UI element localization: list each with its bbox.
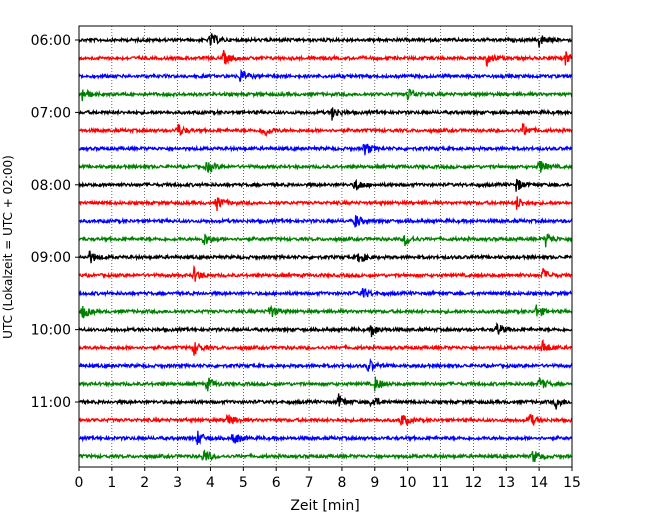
trace-row-11 — [78, 232, 573, 248]
trace-row-18 — [78, 357, 573, 373]
trace-row-4 — [78, 107, 573, 121]
y-tick-label: 08:00 — [31, 178, 71, 194]
x-tick-label: 2 — [140, 475, 149, 491]
x-tick-label: 3 — [173, 475, 182, 491]
trace-row-19 — [78, 376, 573, 392]
x-tick-label: 8 — [337, 475, 346, 491]
trace-row-15 — [78, 304, 573, 319]
trace-row-17 — [78, 339, 573, 356]
trace-row-3 — [78, 88, 573, 102]
trace-row-0 — [78, 33, 573, 48]
trace-row-7 — [78, 160, 573, 173]
trace-row-9 — [78, 196, 573, 212]
x-tick-label: 6 — [272, 475, 281, 491]
trace-row-5 — [78, 123, 573, 138]
trace-row-14 — [78, 287, 573, 298]
plot-frame — [78, 25, 573, 468]
trace-row-23 — [78, 449, 573, 463]
trace-row-16 — [78, 322, 573, 338]
y-axis-label: UTC (Lokalzeit = UTC + 02:00) — [1, 155, 15, 339]
x-tick-label: 5 — [239, 475, 248, 491]
trace-row-20 — [78, 393, 573, 410]
x-tick-label: 7 — [305, 475, 314, 491]
y-tick-label: 11:00 — [31, 395, 71, 411]
trace-row-10 — [78, 215, 573, 228]
y-tick-label: 10:00 — [31, 323, 71, 339]
x-tick-label: 13 — [497, 475, 515, 491]
x-tick-label: 15 — [563, 475, 581, 491]
y-axis-ticks: 06:00 07:00 08:00 09:00 10:00 11:00 — [31, 33, 79, 411]
trace-row-22 — [78, 430, 573, 445]
trace-row-1 — [78, 49, 573, 68]
trace-row-8 — [78, 178, 573, 192]
trace-row-21 — [78, 413, 573, 427]
x-tick-label: 14 — [530, 475, 548, 491]
x-tick-label: 11 — [432, 475, 450, 491]
trace-row-2 — [78, 68, 573, 82]
x-tick-label: 10 — [399, 475, 417, 491]
y-tick-label: 09:00 — [31, 250, 71, 266]
y-tick-label: 07:00 — [31, 105, 71, 121]
x-tick-label: 0 — [75, 475, 84, 491]
seismic-traces — [78, 33, 573, 463]
x-axis-label: Zeit [min] — [290, 498, 359, 514]
x-tick-label: 4 — [206, 475, 215, 491]
trace-row-6 — [78, 143, 573, 156]
x-tick-label: 1 — [107, 475, 116, 491]
x-axis-ticks: 0 1 2 3 4 5 6 7 8 9 10 11 12 13 14 15 — [75, 467, 581, 491]
plot-background — [79, 26, 572, 467]
trace-row-13 — [78, 264, 573, 282]
trace-row-12 — [78, 250, 573, 264]
y-tick-label: 06:00 — [31, 33, 71, 49]
x-tick-label: 12 — [464, 475, 482, 491]
x-tick-label: 9 — [370, 475, 379, 491]
